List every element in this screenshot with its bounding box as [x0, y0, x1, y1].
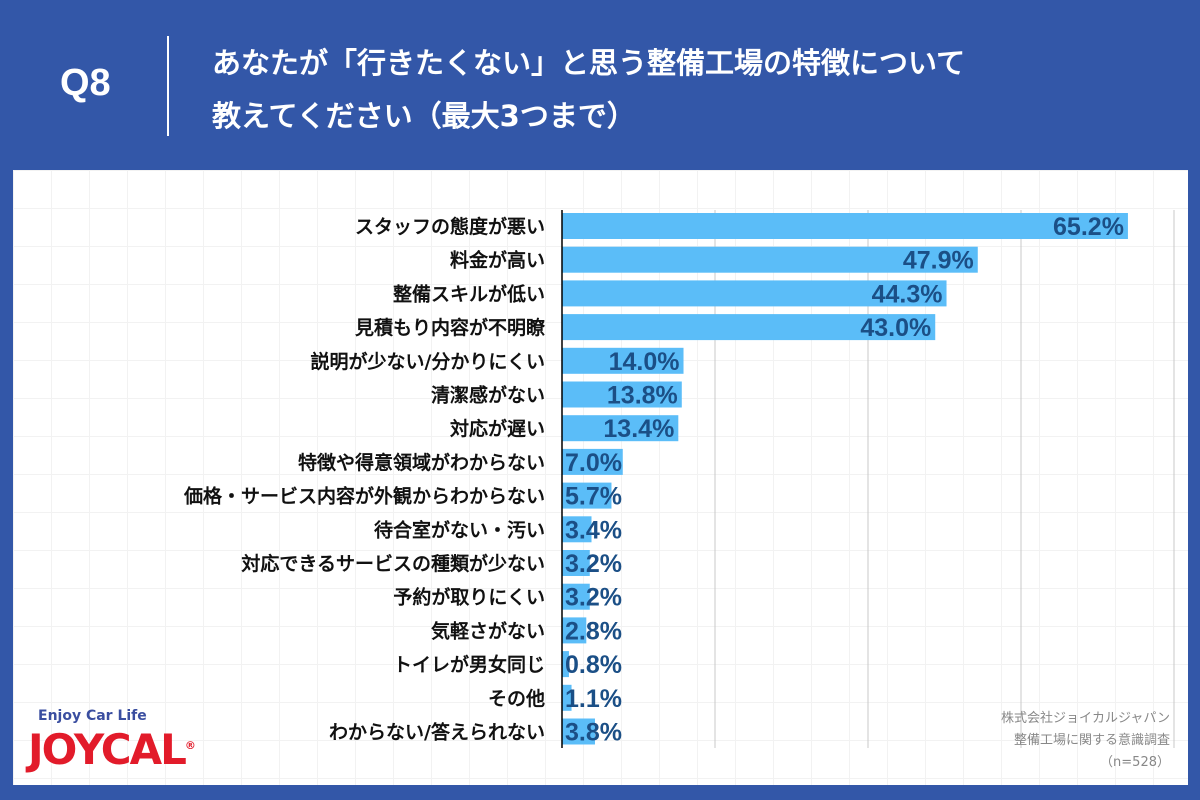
credit: 株式会社ジョイカルジャパン 整備工場に関する意識調査 （n=528） [1001, 708, 1170, 774]
credit-survey: 整備工場に関する意識調査 [1013, 733, 1170, 748]
bar [562, 583, 590, 610]
category-label: 対応が遅い [449, 417, 545, 440]
value-label: 7.0% [565, 449, 622, 477]
bar [562, 617, 587, 644]
value-label: 1.1% [565, 685, 622, 713]
category-label: 料金が高い [450, 249, 545, 272]
value-label: 0.8% [565, 651, 622, 679]
value-label: 3.2% [565, 584, 622, 612]
value-label: 43.0% [860, 314, 931, 342]
title-line-1: あなたが「行きたくない」と思う整備工場の特徴について [212, 46, 966, 80]
bar [562, 213, 1128, 239]
logo: Enjoy Car Life JOYCAL® [28, 708, 196, 772]
bar [562, 718, 595, 745]
category-label: 特徴や得意領域がわからない [298, 451, 545, 474]
value-label: 14.0% [609, 348, 680, 376]
category-label: 清潔感がない [431, 384, 545, 407]
value-label: 44.3% [872, 280, 943, 308]
category-label: その他 [488, 687, 545, 710]
bar [562, 516, 592, 543]
value-label: 3.8% [565, 719, 622, 747]
bar [562, 550, 590, 576]
credit-sample: （n=528） [1100, 755, 1170, 770]
category-label: 待合室がない・汚い [374, 518, 545, 541]
value-label: 65.2% [1053, 213, 1124, 241]
category-label: わからない/答えられない [329, 721, 545, 744]
category-label: 予約が取りにくい [393, 586, 545, 609]
category-label: 価格・サービス内容が外観からわからない [183, 485, 545, 508]
bar [562, 381, 682, 408]
value-label: 13.8% [607, 382, 678, 410]
bar [562, 347, 684, 374]
bar [562, 415, 679, 442]
value-label: 2.8% [565, 617, 622, 645]
bar [562, 280, 947, 307]
value-label: 5.7% [565, 483, 622, 511]
bar [562, 482, 612, 509]
credit-company: 株式会社ジョイカルジャパン [1000, 711, 1170, 726]
category-label: 説明が少ない/分かりにくい [310, 350, 545, 373]
logo-name: JOYCAL [28, 725, 187, 774]
question-number: Q8 [60, 62, 111, 104]
bar [562, 314, 936, 341]
category-label: 見積もり内容が不明瞭 [355, 316, 546, 339]
logo-mark: ® [184, 739, 196, 752]
bar [562, 246, 978, 273]
logo-tagline: Enjoy Car Life [38, 708, 147, 724]
category-label: 気軽さがない [431, 619, 545, 642]
value-label: 3.4% [565, 516, 622, 544]
bar [562, 684, 572, 711]
category-label: 対応できるサービスの種類が少ない [240, 552, 545, 575]
value-label: 3.2% [565, 550, 622, 578]
value-label: 13.4% [603, 415, 674, 443]
divider [167, 36, 169, 136]
category-label: スタッフの態度が悪い [355, 215, 545, 238]
category-label: トイレが男女同じ [393, 653, 545, 676]
title-line-2: 教えてください（最大3つまで） [212, 99, 636, 133]
category-label: 整備スキルが低い [393, 282, 545, 305]
bar [562, 651, 569, 678]
value-label: 47.9% [903, 247, 974, 275]
bar [562, 448, 623, 475]
